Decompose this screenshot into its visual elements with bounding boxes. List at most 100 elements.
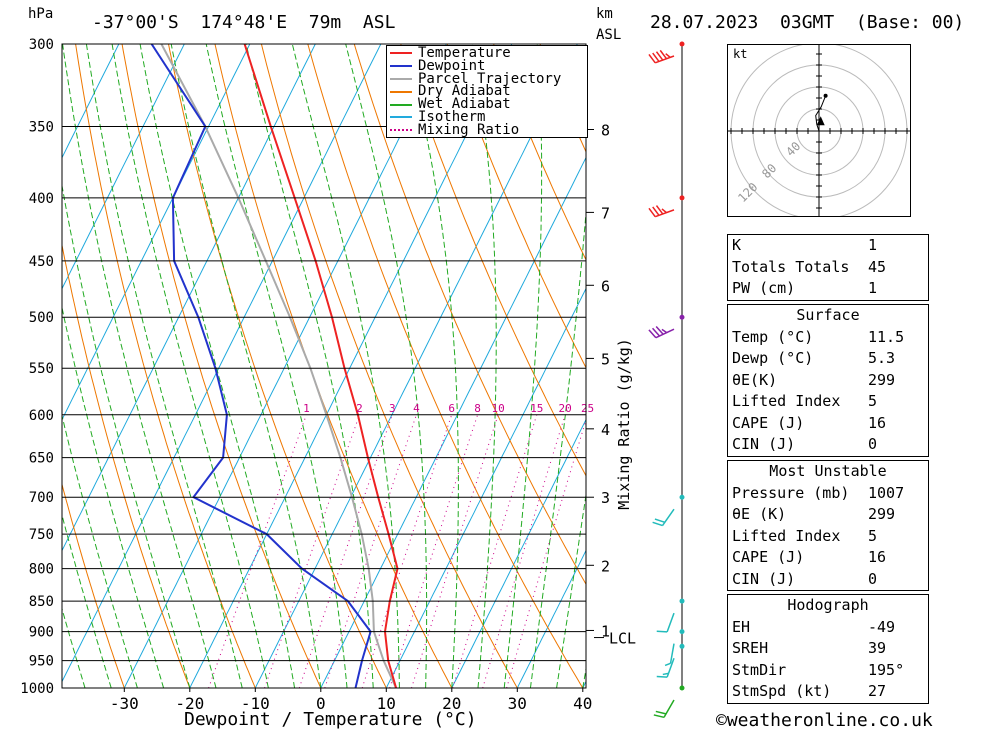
- legend-swatch: [390, 65, 412, 68]
- mixing-ratio-label: 3: [389, 402, 396, 415]
- legend-label: Mixing Ratio: [418, 121, 520, 138]
- legend-item: Dewpoint: [387, 57, 587, 74]
- table-row: Lifted Index 5: [728, 391, 928, 413]
- wet-adiabat-line: [62, 513, 112, 688]
- wind-level-dot: [679, 643, 685, 649]
- table-row: Totals Totals 45: [728, 257, 928, 279]
- wet-adiabat-line: [62, 44, 217, 688]
- mixing-ratio-label: 20: [559, 402, 572, 415]
- table-title: Most Unstable: [769, 462, 887, 480]
- wind-barb-feather: [655, 326, 664, 335]
- wind-barb-feather: [664, 662, 671, 667]
- isotherm-line: [62, 44, 316, 552]
- table-value: 0: [868, 435, 878, 453]
- wind-barb-shaft: [663, 699, 675, 718]
- hpa-label: hPa: [28, 6, 54, 22]
- table-row: CAPE (J) 16: [728, 413, 928, 435]
- dry-adiabat-line: [446, 44, 586, 369]
- storm-motion-marker: [816, 116, 825, 126]
- location-title: -37°00'S 174°48'E 79m ASL: [92, 12, 396, 33]
- table-key: StmSpd (kt): [732, 682, 832, 700]
- legend-label: Dewpoint: [418, 57, 486, 74]
- x-tick-label: -10: [241, 694, 270, 713]
- pressure-tick-label: 450: [29, 254, 54, 270]
- legend-item: Dry Adiabat: [387, 85, 587, 98]
- legend-label: Wet Adiabat: [418, 96, 511, 113]
- legend: Temperature Dewpoint Parcel Trajectory Dry …: [386, 45, 588, 138]
- dry-adiabat-line: [954, 37, 1000, 688]
- table-key: CIN (J): [732, 435, 796, 453]
- x-tick-label: 0: [316, 694, 326, 713]
- km-tick-label: 1: [601, 622, 610, 640]
- table-value: 5: [868, 526, 878, 545]
- mixing-ratio-axis-label: Mixing Ratio (g/kg): [615, 338, 633, 510]
- table-row: Lifted Index 5: [728, 526, 928, 548]
- lcl-label: LCL: [609, 630, 636, 648]
- km-tick-label: 8: [601, 122, 610, 140]
- legend-swatch: [390, 90, 412, 93]
- wind-barb-shaft: [669, 643, 675, 664]
- wind-barb-feather: [655, 710, 667, 715]
- mixing-ratio-label: 25: [581, 402, 594, 415]
- km-tick-label: 6: [601, 277, 610, 295]
- table-row: CAPE (J) 16: [728, 547, 928, 569]
- dry-adiabat-line: [75, 44, 256, 688]
- km-tick-label: 5: [601, 350, 610, 368]
- table-row: EH -49: [728, 617, 928, 639]
- temperature-line: [243, 44, 399, 688]
- legend-swatch: [390, 103, 412, 106]
- dry-adiabat-line: [307, 44, 584, 688]
- table-value: 1007: [868, 483, 905, 502]
- pressure-tick-label: 800: [29, 562, 54, 578]
- hodograph-end-dot: [823, 93, 828, 98]
- dewpoint-line: [150, 44, 372, 688]
- table-key: Dewp (°C): [732, 349, 814, 367]
- copyright[interactable]: ©weatheronline.co.uk: [716, 710, 933, 731]
- table-value: -49: [868, 617, 896, 636]
- table-title: Surface: [796, 306, 860, 324]
- isotherm-line: [62, 44, 120, 159]
- dry-adiabat-line: [62, 482, 125, 688]
- table-key: Totals Totals: [732, 257, 850, 276]
- wet-adiabat-line: [529, 207, 586, 688]
- table-row: Temp (°C) 11.5: [728, 327, 928, 349]
- table-value: 27: [868, 682, 887, 700]
- legend-item: Wet Adiabat: [387, 96, 587, 113]
- wind-barb-feather: [648, 207, 656, 218]
- hodograph-unit: kt: [733, 47, 748, 61]
- datetime-title: 28.07.2023 03GMT (Base: 00): [650, 12, 965, 33]
- wind-barb-feather: [653, 714, 665, 719]
- table-value: 1: [868, 279, 878, 297]
- dry-adiabat-line: [121, 44, 322, 688]
- table-key: SREH: [732, 639, 769, 657]
- table-key: EH: [732, 617, 751, 636]
- table-row: θE(K) 299: [728, 370, 928, 392]
- isotherm-line: [254, 44, 578, 688]
- table-row: Dewp (°C) 5.3: [728, 348, 928, 370]
- table-row: CIN (J) 0: [728, 569, 928, 591]
- km-label: km: [596, 6, 613, 22]
- table-key: PW (cm): [732, 279, 796, 297]
- wet-adiabat-line: [503, 44, 543, 688]
- wind-level-dot: [679, 41, 685, 47]
- wind-level-dot: [679, 494, 685, 500]
- wind-barb-feather: [652, 206, 660, 216]
- table-value: 299: [868, 370, 896, 389]
- legend-items: Temperature Dewpoint Parcel Trajectory Dry …: [387, 46, 587, 137]
- wind-barb-feather: [661, 328, 668, 334]
- wind-barb-feather: [656, 630, 668, 633]
- x-tick-label: 40: [573, 694, 592, 713]
- wind-barb-feather: [648, 54, 656, 64]
- wind-barb-feather: [651, 327, 661, 337]
- table-value: 45: [868, 257, 887, 276]
- mixing-ratio-label: 6: [448, 402, 455, 415]
- x-tick-label: 30: [508, 694, 527, 713]
- wet-adiabat-line: [62, 413, 138, 688]
- pressure-tick-label: 300: [29, 37, 54, 53]
- legend-item: Isotherm: [387, 110, 587, 124]
- pressure-tick-label: 600: [29, 408, 54, 424]
- table-key: CAPE (J): [732, 548, 805, 566]
- isotherm-line: [189, 44, 513, 688]
- mixing-ratio-label: 10: [492, 402, 505, 415]
